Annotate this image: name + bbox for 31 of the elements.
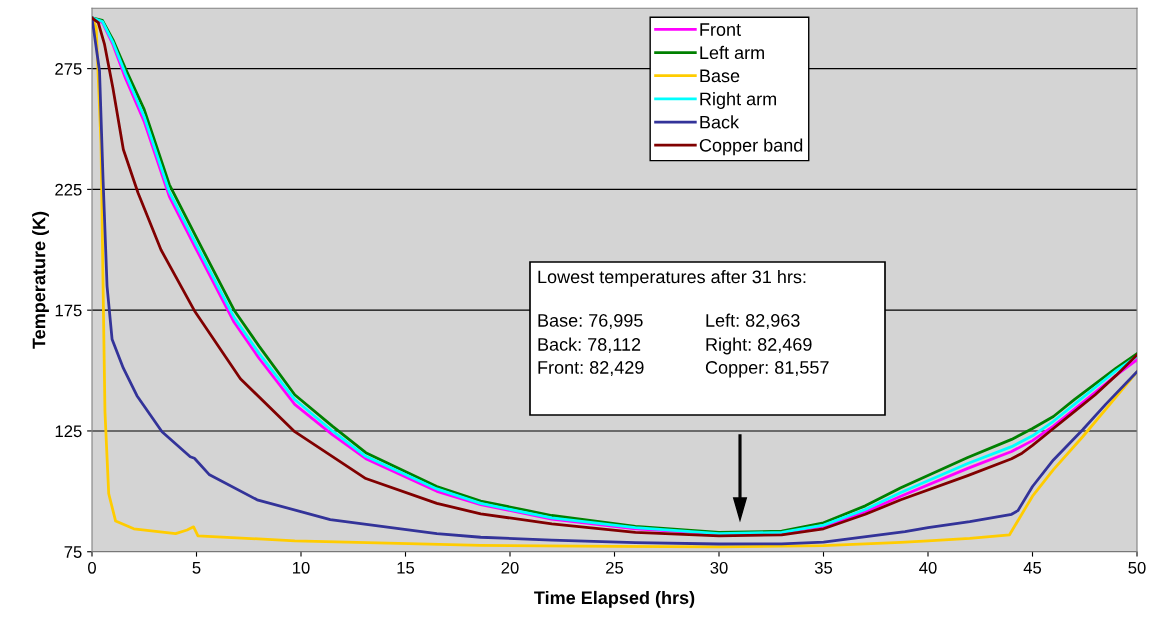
y-tick-label: 225 [55, 183, 82, 196]
y-tick-label: 75 [64, 546, 82, 558]
annotation: Lowest temperatures after 31 hrs: [538, 270, 806, 287]
y-axis-title: Temperature (K) [32, 211, 49, 349]
y-tick-label: 125 [55, 425, 82, 438]
y-tick-label: 275 [55, 63, 82, 75]
x-tick-label: 45 [1023, 562, 1042, 574]
legend-label: Front [700, 23, 741, 36]
y-tick-label: 175 [55, 304, 82, 317]
legend-label: Base [700, 69, 740, 83]
x-tick-label: 0 [88, 561, 96, 574]
annotation: Front: 82,429 [538, 361, 644, 376]
x-axis-title: Time Elapsed (hrs) [534, 590, 695, 608]
legend-label: Back [700, 115, 740, 129]
x-tick-label: 50 [1128, 561, 1146, 574]
x-tick-label: 20 [501, 561, 519, 574]
x-tick-label: 10 [293, 561, 310, 574]
x-tick-label: 30 [710, 561, 728, 574]
x-tick-label: 25 [606, 561, 624, 574]
x-tick-label: 35 [814, 561, 833, 574]
annotation: Left: 82,963 [706, 313, 800, 329]
annotation: Copper: 81,557 [705, 361, 829, 378]
legend-label: Left arm [700, 45, 764, 60]
annotation: Base: 76,995 [538, 314, 643, 329]
x-tick-label: 40 [919, 561, 937, 574]
annotation: Right: 82,469 [706, 337, 812, 355]
x-tick-label: 5 [192, 562, 201, 574]
x-tick-label: 15 [397, 562, 415, 574]
legend-label: Right arm [700, 92, 776, 109]
annotation: Back: 78,112 [538, 337, 641, 353]
legend-label: Copper band [699, 138, 803, 156]
